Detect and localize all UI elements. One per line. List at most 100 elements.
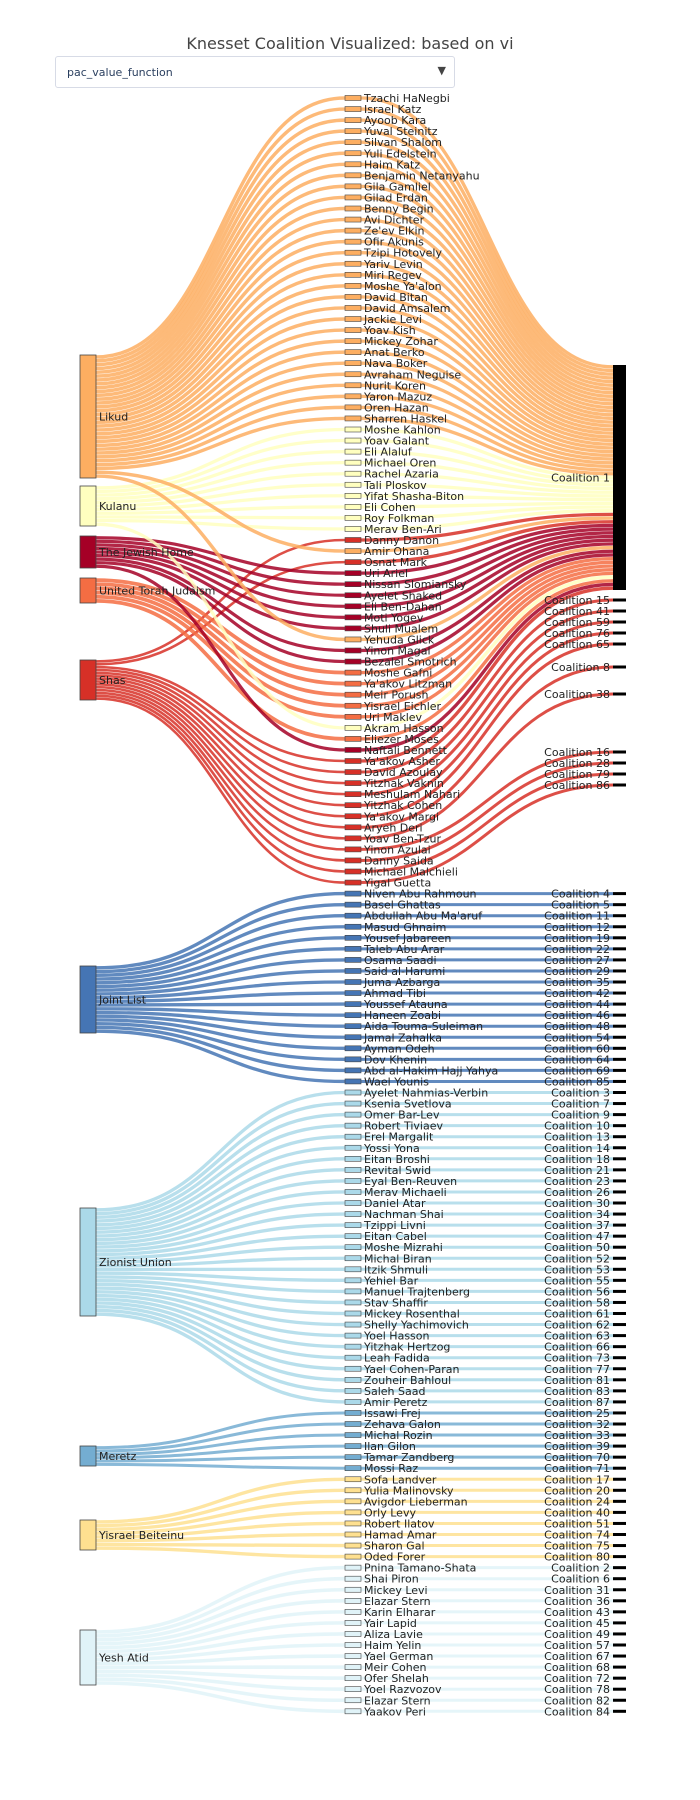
member-node[interactable] bbox=[344, 957, 362, 963]
member-node[interactable] bbox=[344, 316, 362, 322]
member-node[interactable] bbox=[344, 526, 362, 532]
coalition-node[interactable] bbox=[613, 947, 626, 951]
coalition-node[interactable] bbox=[613, 1135, 626, 1139]
member-node[interactable] bbox=[344, 570, 362, 576]
coalition-node[interactable] bbox=[613, 772, 626, 776]
member-node[interactable] bbox=[344, 1189, 362, 1195]
member-node[interactable] bbox=[344, 227, 362, 234]
coalition-node[interactable] bbox=[613, 1477, 626, 1481]
member-node[interactable] bbox=[344, 249, 362, 256]
member-node[interactable] bbox=[344, 415, 362, 422]
coalition-node[interactable] bbox=[613, 1400, 626, 1404]
member-node[interactable] bbox=[344, 691, 362, 698]
party-node[interactable] bbox=[79, 1445, 97, 1467]
member-node[interactable] bbox=[344, 603, 362, 610]
coalition-node[interactable] bbox=[613, 1223, 626, 1227]
member-node[interactable] bbox=[344, 1310, 362, 1317]
member-node[interactable] bbox=[344, 1410, 362, 1416]
member-node[interactable] bbox=[344, 271, 362, 278]
coalition-node[interactable] bbox=[613, 1444, 626, 1448]
coalition-node[interactable] bbox=[613, 1179, 626, 1183]
member-node[interactable] bbox=[344, 1133, 362, 1140]
coalition-node[interactable] bbox=[613, 1433, 626, 1437]
member-node[interactable] bbox=[344, 459, 362, 466]
member-node[interactable] bbox=[344, 725, 362, 731]
coalition-node[interactable] bbox=[613, 1334, 626, 1338]
member-node[interactable] bbox=[344, 1100, 362, 1107]
coalition-node[interactable] bbox=[613, 936, 626, 940]
member-node[interactable] bbox=[344, 1211, 362, 1217]
coalition-node[interactable] bbox=[613, 1124, 626, 1128]
member-node[interactable] bbox=[344, 1443, 362, 1449]
member-node[interactable] bbox=[344, 1631, 362, 1637]
coalition-node[interactable] bbox=[613, 969, 626, 973]
member-node[interactable] bbox=[344, 1178, 362, 1184]
coalition-node[interactable] bbox=[613, 1035, 626, 1039]
member-node[interactable] bbox=[344, 1233, 362, 1239]
party-node[interactable] bbox=[79, 1207, 97, 1317]
party-node[interactable] bbox=[79, 659, 97, 701]
coalition-node[interactable] bbox=[613, 750, 626, 754]
coalition-node[interactable] bbox=[613, 1267, 626, 1271]
member-node[interactable] bbox=[344, 1421, 362, 1427]
coalition-node[interactable] bbox=[613, 1079, 626, 1083]
member-node[interactable] bbox=[344, 95, 362, 101]
member-node[interactable] bbox=[344, 1089, 362, 1096]
coalition-node[interactable] bbox=[613, 761, 626, 765]
member-node[interactable] bbox=[344, 747, 362, 753]
party-node[interactable] bbox=[79, 577, 97, 604]
member-node[interactable] bbox=[344, 205, 362, 212]
member-node[interactable] bbox=[344, 1609, 362, 1615]
coalition-node[interactable] bbox=[613, 1057, 626, 1061]
member-node[interactable] bbox=[344, 305, 362, 311]
chevron-down-icon[interactable]: ▼ bbox=[437, 64, 446, 77]
coalition-node[interactable] bbox=[613, 598, 626, 602]
member-node[interactable] bbox=[344, 1001, 362, 1007]
member-node[interactable] bbox=[344, 161, 362, 168]
member-node[interactable] bbox=[344, 592, 362, 599]
party-node[interactable] bbox=[79, 965, 97, 1034]
coalition-node[interactable] bbox=[613, 642, 626, 646]
member-node[interactable] bbox=[344, 813, 362, 820]
coalition-node[interactable] bbox=[613, 1024, 626, 1028]
coalition-node[interactable] bbox=[613, 1555, 626, 1559]
member-node[interactable] bbox=[344, 492, 362, 499]
member-node[interactable] bbox=[344, 1167, 362, 1173]
member-node[interactable] bbox=[344, 1266, 362, 1273]
member-node[interactable] bbox=[344, 1277, 362, 1284]
coalition-node[interactable] bbox=[613, 1488, 626, 1492]
coalition-node[interactable] bbox=[613, 1168, 626, 1172]
member-node[interactable] bbox=[344, 824, 362, 831]
member-node[interactable] bbox=[344, 1620, 362, 1626]
member-node[interactable] bbox=[344, 1520, 362, 1527]
member-node[interactable] bbox=[344, 1454, 362, 1460]
coalition-node[interactable] bbox=[613, 1091, 626, 1094]
coalition-node[interactable] bbox=[613, 1676, 626, 1680]
coalition-node[interactable] bbox=[613, 1422, 626, 1426]
member-node[interactable] bbox=[344, 1465, 362, 1471]
member-node[interactable] bbox=[344, 393, 362, 400]
member-node[interactable] bbox=[344, 1067, 362, 1074]
member-node[interactable] bbox=[344, 934, 362, 941]
member-node[interactable] bbox=[344, 437, 362, 444]
coalition-node[interactable] bbox=[613, 1245, 626, 1249]
member-node[interactable] bbox=[344, 1299, 362, 1306]
coalition-node[interactable] bbox=[613, 1533, 626, 1536]
member-node[interactable] bbox=[344, 946, 362, 952]
coalition-node[interactable] bbox=[613, 1356, 626, 1360]
member-node[interactable] bbox=[344, 1045, 362, 1052]
member-node[interactable] bbox=[344, 548, 362, 554]
coalition-node[interactable] bbox=[613, 1113, 626, 1117]
member-node[interactable] bbox=[344, 1034, 362, 1041]
party-node[interactable] bbox=[79, 1519, 97, 1551]
member-node[interactable] bbox=[344, 404, 362, 411]
member-node[interactable] bbox=[344, 1642, 362, 1648]
member-node[interactable] bbox=[344, 1498, 362, 1505]
member-node[interactable] bbox=[344, 680, 362, 687]
member-node[interactable] bbox=[344, 901, 362, 908]
coalition-node[interactable] bbox=[613, 980, 626, 984]
coalition-node[interactable] bbox=[613, 1345, 626, 1349]
member-node[interactable] bbox=[344, 260, 362, 267]
party-node[interactable] bbox=[79, 354, 97, 479]
member-node[interactable] bbox=[344, 1012, 362, 1018]
